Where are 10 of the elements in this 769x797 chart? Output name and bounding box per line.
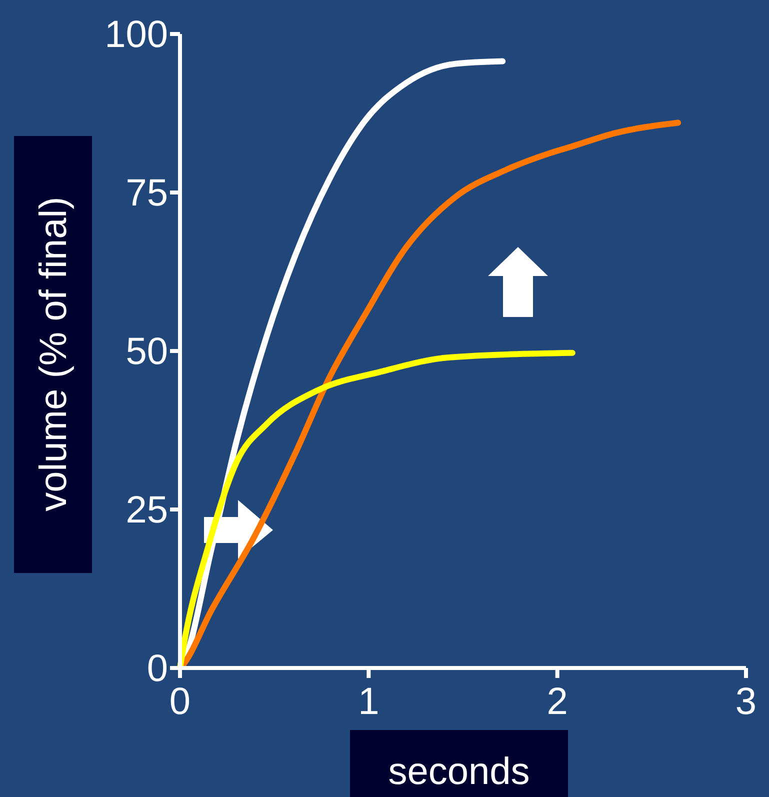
y-tick-label: 100	[104, 14, 168, 56]
y-tick-label: 75	[126, 172, 168, 214]
x-axis-title: seconds	[388, 751, 530, 793]
y-tick-label: 50	[126, 331, 168, 373]
y-tick-label: 25	[126, 490, 168, 532]
x-tick-label: 2	[546, 681, 568, 723]
x-tick-label: 1	[358, 681, 380, 723]
y-axis-title: volume (% of final)	[33, 196, 75, 512]
x-tick-label: 3	[735, 681, 757, 723]
y-tick-label: 0	[146, 648, 168, 690]
